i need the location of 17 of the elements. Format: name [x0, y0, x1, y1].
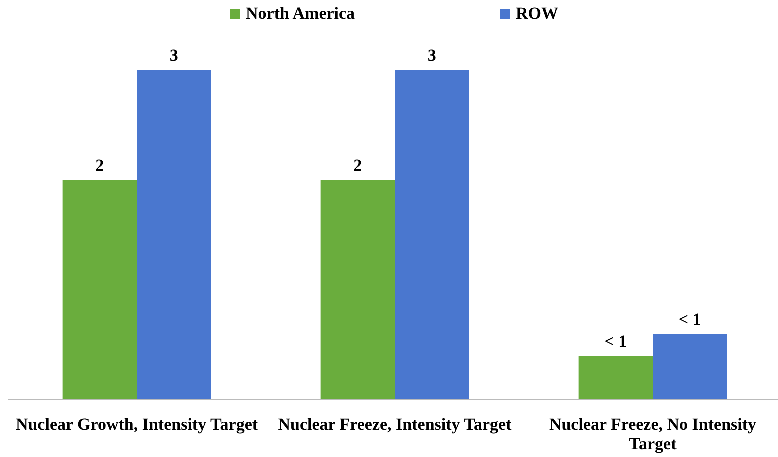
bar	[137, 70, 212, 400]
data-label: < 1	[604, 332, 628, 351]
legend-label: North America	[246, 4, 356, 23]
data-label: 3	[428, 46, 436, 65]
bar	[320, 180, 395, 400]
data-label: 2	[354, 156, 362, 175]
legend-label: ROW	[516, 4, 558, 23]
data-label: < 1	[678, 310, 702, 329]
x-tick-label: Nuclear Freeze, Intensity Target	[278, 415, 512, 434]
bar	[395, 70, 470, 400]
bar	[62, 180, 137, 400]
x-tick-label: Nuclear Freeze, No Intensity Target	[549, 415, 758, 454]
bar	[653, 334, 728, 400]
data-label: 2	[96, 156, 104, 175]
bar	[578, 356, 653, 400]
data-label: 3	[170, 46, 178, 65]
x-tick-label: Nuclear Growth, Intensity Target	[16, 415, 258, 434]
